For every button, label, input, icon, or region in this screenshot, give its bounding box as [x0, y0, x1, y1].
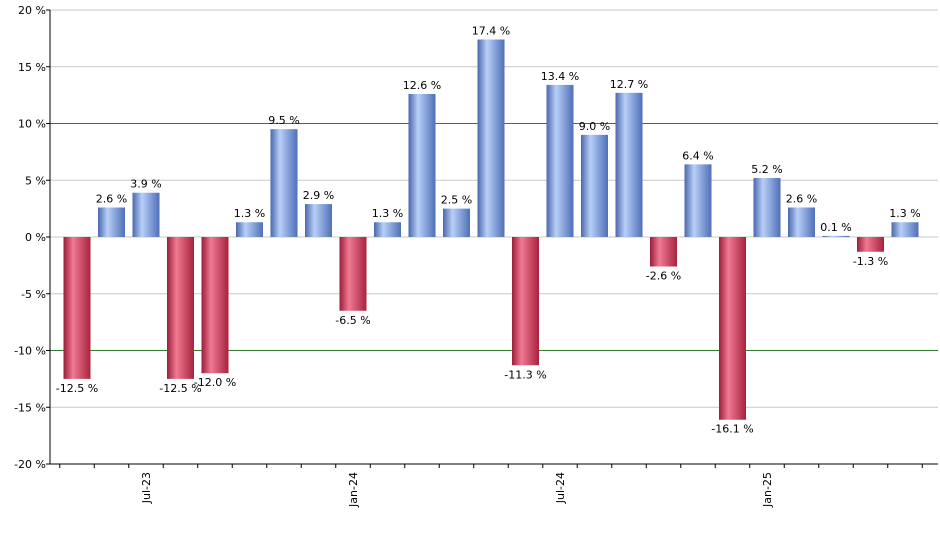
bar — [650, 237, 677, 267]
bar — [822, 235, 850, 237]
data-label: -1.3 % — [853, 255, 888, 268]
bar — [615, 92, 643, 237]
bar — [753, 177, 781, 237]
y-tick-label: 5 % — [25, 174, 46, 187]
x-tick-label: Jul-23 — [140, 472, 153, 504]
bar — [546, 84, 574, 237]
data-label: -12.0 % — [194, 376, 236, 389]
bar — [98, 207, 125, 237]
data-label: 2.5 % — [441, 194, 472, 207]
bar — [788, 207, 815, 237]
data-label: 2.6 % — [96, 192, 127, 205]
bar — [339, 237, 367, 311]
y-tick-label: 20 % — [18, 4, 46, 17]
bars-layer — [63, 39, 919, 420]
data-label: 9.0 % — [579, 120, 610, 133]
data-label: 1.3 % — [889, 207, 920, 220]
y-tick-label: -20 % — [14, 458, 46, 471]
bar — [857, 237, 884, 252]
bar — [201, 237, 229, 374]
data-label: 6.4 % — [682, 149, 713, 162]
bar — [63, 237, 91, 379]
data-label: 12.6 % — [403, 79, 441, 92]
y-tick-label: -15 % — [14, 401, 46, 414]
bar — [719, 237, 746, 420]
bar — [512, 237, 539, 366]
data-label: 1.3 % — [234, 207, 265, 220]
data-label: -6.5 % — [335, 314, 370, 327]
data-label: -12.5 % — [56, 382, 98, 395]
data-label: 9.5 % — [268, 114, 299, 127]
data-label: -11.3 % — [504, 368, 546, 381]
labels-layer: 20 % 15 % 10 % 5 % 0 % -5 % -10 % -15 % -20 % -12… — [14, 4, 921, 508]
data-label: 3.9 % — [130, 178, 161, 191]
axes-layer — [46, 9, 938, 468]
bar — [270, 129, 298, 237]
x-tick-label: Jan-24 — [347, 472, 360, 508]
x-tick-label: Jan-25 — [761, 472, 774, 508]
data-label: 17.4 % — [472, 25, 510, 38]
data-label: 2.6 % — [786, 192, 817, 205]
bar — [684, 164, 712, 237]
bar — [477, 39, 505, 238]
bar — [408, 93, 436, 238]
bar — [891, 222, 919, 237]
bar — [167, 237, 194, 379]
data-label: 0.1 % — [820, 221, 851, 234]
bar — [236, 222, 263, 237]
bar — [581, 134, 608, 237]
data-label: 1.3 % — [372, 207, 403, 220]
y-tick-label: -10 % — [14, 345, 46, 358]
y-tick-label: 0 % — [25, 231, 46, 244]
data-label: -16.1 % — [711, 423, 753, 436]
data-label: -2.6 % — [646, 270, 681, 283]
y-tick-label: -5 % — [21, 288, 46, 301]
bar — [305, 204, 332, 237]
bar — [443, 208, 470, 237]
bar — [132, 192, 160, 237]
y-tick-label: 10 % — [18, 118, 46, 131]
bar — [374, 222, 401, 237]
data-label: 12.7 % — [610, 78, 648, 91]
data-label: 13.4 % — [541, 70, 579, 83]
y-tick-label: 15 % — [18, 61, 46, 74]
data-label: -12.5 % — [159, 382, 201, 395]
data-label: 2.9 % — [303, 189, 334, 202]
data-label: 5.2 % — [751, 163, 782, 176]
x-tick-label: Jul-24 — [554, 472, 567, 504]
